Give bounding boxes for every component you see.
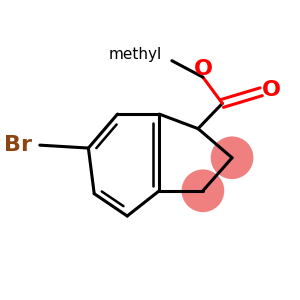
Text: methyl: methyl — [109, 47, 162, 62]
Text: O: O — [261, 80, 280, 100]
Text: O: O — [194, 59, 212, 80]
Circle shape — [182, 169, 224, 212]
Text: Br: Br — [4, 135, 32, 155]
Circle shape — [211, 136, 254, 179]
